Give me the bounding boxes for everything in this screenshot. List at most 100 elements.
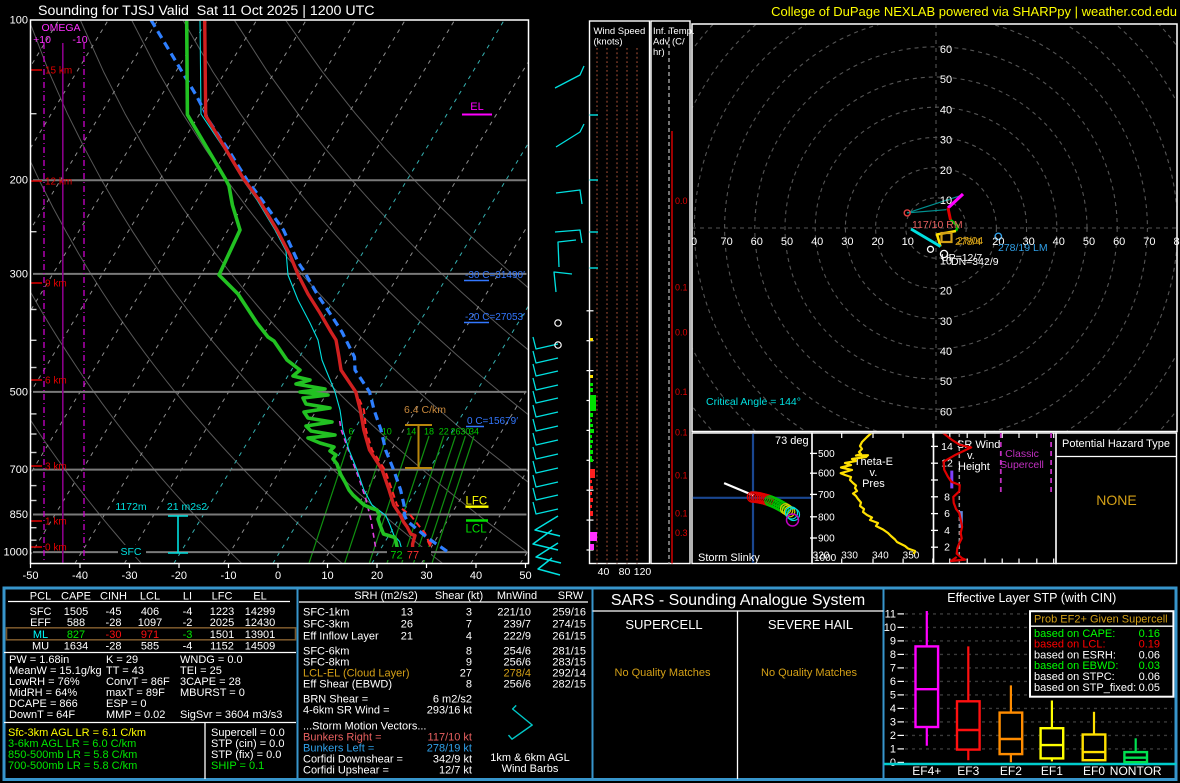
svg-text:26: 26 (450, 427, 460, 437)
svg-text:ML: ML (33, 629, 48, 641)
svg-text:330: 330 (841, 551, 858, 562)
svg-text:-28: -28 (106, 641, 122, 653)
svg-text:18: 18 (424, 427, 434, 437)
svg-text:7: 7 (466, 619, 472, 631)
svg-text:40: 40 (598, 566, 610, 578)
svg-text:v.: v. (870, 467, 878, 479)
svg-text:No Quality Matches: No Quality Matches (761, 667, 857, 679)
svg-text:-50: -50 (23, 570, 39, 582)
svg-text:26: 26 (401, 619, 413, 631)
svg-text:Effective Layer STP (with CIN): Effective Layer STP (with CIN) (947, 591, 1116, 605)
svg-text:60: 60 (751, 236, 763, 248)
svg-text:900: 900 (818, 534, 835, 545)
svg-text:STP (cin) = 0.0: STP (cin) = 0.0 (211, 738, 284, 750)
svg-text:256/6: 256/6 (503, 657, 531, 669)
svg-text:Bunkers Right =: Bunkers Right = (303, 732, 382, 744)
svg-text:500: 500 (10, 386, 28, 398)
svg-text:1097: 1097 (138, 617, 162, 629)
svg-text:21: 21 (401, 631, 413, 643)
svg-text:406: 406 (141, 606, 159, 618)
svg-text:70: 70 (720, 236, 732, 248)
svg-text:3CAPE = 28: 3CAPE = 28 (180, 676, 241, 688)
svg-text:600: 600 (818, 469, 835, 480)
svg-text:based on STP_fixed:: based on STP_fixed: (1034, 682, 1136, 694)
svg-text:LFC: LFC (212, 591, 233, 603)
svg-text:34: 34 (469, 427, 479, 437)
svg-text:50: 50 (781, 236, 793, 248)
svg-text:1505: 1505 (64, 606, 88, 618)
svg-text:Inf. Temp.: Inf. Temp. (653, 26, 695, 37)
svg-text:60: 60 (940, 44, 952, 56)
svg-text:60: 60 (1113, 236, 1125, 248)
svg-text:SEVERE HAIL: SEVERE HAIL (768, 617, 853, 632)
svg-text:300: 300 (10, 268, 28, 280)
svg-text:6 km: 6 km (45, 376, 67, 387)
svg-text:DN=342/9: DN=342/9 (951, 256, 999, 268)
svg-text:Sounding for TJSJ Valid Sat 1: Sounding for TJSJ Valid Sat 11 Oct 2025 … (38, 3, 375, 19)
svg-text:13: 13 (401, 607, 413, 619)
svg-text:-20: -20 (171, 570, 187, 582)
svg-text:-4: -4 (183, 641, 193, 653)
svg-text:1km & 6km AGL: 1km & 6km AGL (490, 752, 569, 764)
svg-text:STP (fix) = 0.0: STP (fix) = 0.0 (211, 749, 281, 761)
svg-text:EL: EL (470, 101, 483, 113)
svg-text:14: 14 (941, 441, 953, 453)
svg-text:Critical Angle = 144°: Critical Angle = 144° (706, 396, 801, 408)
svg-text:12: 12 (941, 458, 953, 470)
svg-text:v.: v. (967, 450, 975, 462)
svg-text:588: 588 (67, 617, 85, 629)
svg-text:850: 850 (10, 509, 28, 521)
svg-text:256/6: 256/6 (503, 679, 531, 691)
svg-text:14: 14 (406, 427, 416, 437)
svg-text:based on LCL:: based on LCL: (1034, 639, 1106, 651)
svg-text:340: 340 (872, 551, 889, 562)
svg-text:Shear (kt): Shear (kt) (435, 590, 483, 602)
svg-text:254/6: 254/6 (503, 646, 531, 658)
svg-text:(knots): (knots) (594, 37, 623, 48)
svg-text:based on STPC:: based on STPC: (1034, 671, 1115, 683)
svg-text:Potential Hazard Type: Potential Hazard Type (1062, 438, 1170, 450)
svg-text:MMP = 0.02: MMP = 0.02 (106, 709, 165, 721)
svg-text:100: 100 (10, 15, 28, 27)
svg-text:EFF: EFF (30, 617, 51, 629)
svg-text:20: 20 (371, 570, 383, 582)
svg-text:585: 585 (141, 641, 159, 653)
svg-text:0.1: 0.1 (675, 428, 688, 438)
svg-text:0.1: 0.1 (675, 283, 688, 293)
svg-text:27/04: 27/04 (957, 235, 983, 247)
svg-text:10: 10 (321, 570, 333, 582)
svg-text:-10: -10 (221, 570, 237, 582)
svg-text:700-500mb LR = 5.8 C/km: 700-500mb LR = 5.8 C/km (8, 760, 137, 772)
svg-text:278/4: 278/4 (503, 668, 531, 680)
svg-text:282/15: 282/15 (552, 679, 586, 691)
svg-text:TT = 43: TT = 43 (106, 665, 144, 677)
svg-text:20: 20 (940, 165, 952, 177)
svg-text:200: 200 (10, 175, 28, 187)
svg-text:SFC-3km: SFC-3km (303, 619, 349, 631)
svg-text:-40: -40 (72, 570, 88, 582)
svg-text:40: 40 (470, 570, 482, 582)
svg-text:283/15: 283/15 (552, 657, 586, 669)
svg-text:-30: -30 (122, 570, 138, 582)
svg-text:0.1: 0.1 (675, 509, 688, 519)
svg-text:BRN Shear =: BRN Shear = (303, 694, 368, 706)
svg-text:500: 500 (818, 449, 835, 460)
svg-text:SigSvr = 3604 m3/s3: SigSvr = 3604 m3/s3 (180, 709, 282, 721)
svg-text:278/19 LM: 278/19 LM (998, 242, 1048, 254)
svg-text:ESP = 0: ESP = 0 (106, 698, 146, 710)
svg-text:LI: LI (183, 591, 192, 603)
svg-text:1000: 1000 (814, 553, 837, 564)
svg-text:Theta-E: Theta-E (854, 456, 893, 468)
svg-text:239/7: 239/7 (503, 619, 531, 631)
svg-text:2025: 2025 (210, 617, 234, 629)
svg-text:50: 50 (519, 570, 531, 582)
svg-text:0.06: 0.06 (1139, 649, 1160, 661)
svg-text:0.06: 0.06 (1139, 671, 1160, 683)
svg-text:3: 3 (890, 716, 896, 728)
svg-text:1000: 1000 (4, 547, 28, 559)
svg-text:PW = 1.68in: PW = 1.68in (9, 654, 69, 666)
svg-text:DCAPE = 866: DCAPE = 866 (9, 698, 78, 710)
svg-text:40: 40 (1053, 236, 1065, 248)
svg-text:Wind Barbs: Wind Barbs (502, 763, 559, 775)
svg-text:SRH (m2/s2): SRH (m2/s2) (354, 590, 418, 602)
